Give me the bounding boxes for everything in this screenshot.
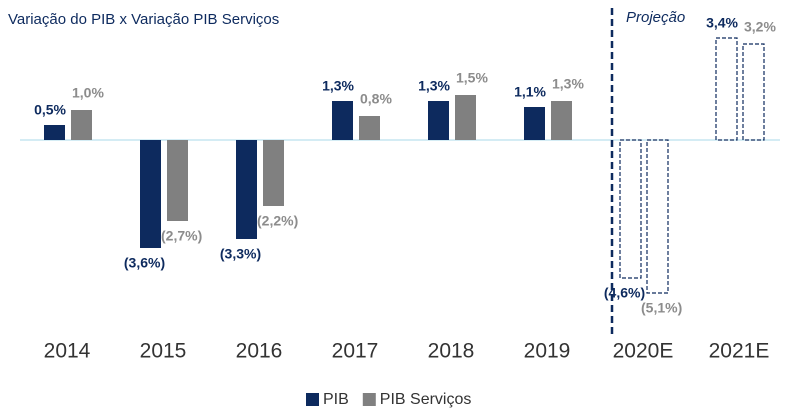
x-tick-label: 2015: [140, 340, 187, 363]
legend-swatch: [362, 393, 376, 406]
data-label: 1,1%: [514, 84, 546, 100]
data-label: (3,6%): [124, 255, 165, 271]
chart-title: Variação do PIB x Variação PIB Serviços: [8, 11, 279, 28]
data-label: 0,5%: [34, 102, 66, 118]
data-label: (5,1%): [641, 300, 682, 316]
data-label: 1,3%: [322, 78, 354, 94]
bar: [524, 107, 545, 140]
legend-label: PIB: [323, 391, 349, 408]
data-label: 1,3%: [418, 78, 450, 94]
x-tick-label: 2018: [428, 340, 475, 363]
bar: [455, 95, 476, 140]
bar: [551, 101, 572, 140]
data-label: 1,5%: [456, 70, 488, 86]
data-label: 0,8%: [360, 91, 392, 107]
data-label: (2,2%): [257, 213, 298, 229]
data-label: 1,3%: [552, 76, 584, 92]
data-label: (4,6%): [604, 285, 645, 301]
data-label: 3,4%: [706, 15, 738, 31]
bar: [742, 43, 765, 141]
x-tick-label: 2017: [332, 340, 379, 363]
data-label: 1,0%: [72, 85, 104, 101]
x-tick-label: 2019: [524, 340, 571, 363]
data-label: 3,2%: [744, 19, 776, 35]
bar: [44, 125, 65, 140]
bar: [646, 139, 669, 294]
x-tick-label: 2016: [236, 340, 283, 363]
bar: [71, 110, 92, 140]
legend-swatch: [306, 393, 319, 406]
bar: [263, 140, 284, 206]
bar: [619, 139, 642, 279]
data-label: (3,3%): [220, 246, 261, 262]
data-label: (2,7%): [161, 228, 202, 244]
bar: [140, 140, 161, 248]
bar: [332, 101, 353, 140]
x-tick-label: 2014: [44, 340, 91, 363]
bar: [167, 140, 188, 221]
bar: [236, 140, 257, 239]
bar: [715, 37, 738, 141]
x-tick-label: 2020E: [613, 340, 674, 363]
bar: [428, 101, 449, 140]
legend-label: PIB Serviços: [380, 391, 472, 408]
bar: [359, 116, 380, 140]
x-tick-label: 2021E: [709, 340, 770, 363]
annotation: Projeção: [626, 9, 685, 26]
